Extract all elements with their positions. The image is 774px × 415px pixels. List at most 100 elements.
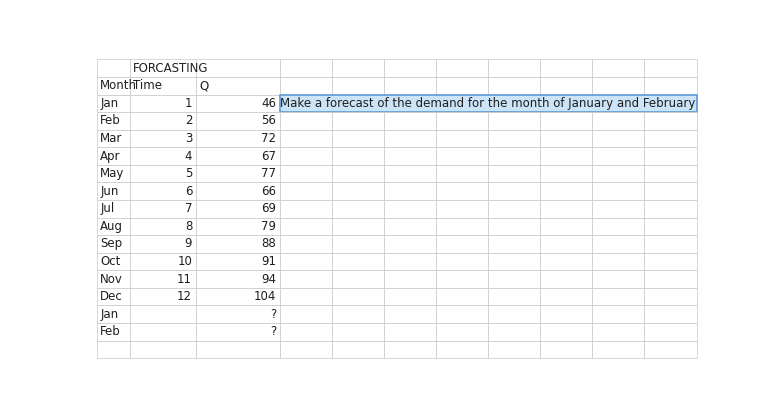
Bar: [540, 270, 592, 288]
Bar: [97, 183, 130, 200]
Bar: [196, 147, 279, 165]
Bar: [436, 77, 488, 95]
Bar: [645, 147, 697, 165]
Bar: [332, 235, 384, 253]
Bar: [592, 130, 645, 147]
Bar: [130, 130, 196, 147]
Bar: [540, 130, 592, 147]
Bar: [436, 112, 488, 130]
Bar: [130, 165, 196, 183]
Bar: [436, 200, 488, 217]
Bar: [130, 341, 196, 358]
Text: 46: 46: [261, 97, 276, 110]
Bar: [488, 235, 540, 253]
Bar: [488, 130, 540, 147]
Bar: [592, 165, 645, 183]
Text: 69: 69: [261, 202, 276, 215]
Text: Q: Q: [200, 79, 208, 92]
Bar: [645, 112, 697, 130]
Bar: [279, 270, 332, 288]
Bar: [592, 217, 645, 235]
Text: 2: 2: [185, 115, 192, 127]
Bar: [488, 323, 540, 341]
Bar: [488, 183, 540, 200]
Bar: [332, 217, 384, 235]
Bar: [592, 253, 645, 270]
Text: Jun: Jun: [101, 185, 118, 198]
Bar: [97, 77, 130, 95]
Bar: [279, 59, 332, 77]
Bar: [384, 341, 436, 358]
Bar: [130, 112, 196, 130]
Bar: [384, 59, 436, 77]
Bar: [592, 112, 645, 130]
Bar: [332, 288, 384, 305]
Bar: [97, 147, 130, 165]
Bar: [196, 288, 279, 305]
Bar: [384, 288, 436, 305]
Bar: [645, 341, 697, 358]
Bar: [279, 130, 332, 147]
Bar: [436, 253, 488, 270]
Bar: [645, 165, 697, 183]
Bar: [97, 200, 130, 217]
Bar: [488, 253, 540, 270]
Text: 77: 77: [261, 167, 276, 180]
Bar: [436, 288, 488, 305]
Bar: [279, 341, 332, 358]
Bar: [279, 253, 332, 270]
Bar: [645, 77, 697, 95]
Bar: [384, 305, 436, 323]
Bar: [488, 59, 540, 77]
Bar: [332, 200, 384, 217]
Bar: [130, 288, 196, 305]
Bar: [332, 253, 384, 270]
Bar: [279, 147, 332, 165]
Text: FORCASTING: FORCASTING: [133, 62, 209, 75]
Bar: [196, 253, 279, 270]
Bar: [592, 341, 645, 358]
Text: Jul: Jul: [101, 202, 115, 215]
Bar: [130, 77, 196, 95]
Text: 91: 91: [261, 255, 276, 268]
Bar: [540, 183, 592, 200]
Bar: [196, 183, 279, 200]
Bar: [645, 253, 697, 270]
Bar: [384, 130, 436, 147]
Text: 104: 104: [254, 290, 276, 303]
Text: Jan: Jan: [101, 308, 118, 321]
Bar: [645, 59, 697, 77]
Bar: [540, 59, 592, 77]
Bar: [488, 147, 540, 165]
Bar: [436, 130, 488, 147]
Bar: [279, 235, 332, 253]
Bar: [97, 59, 130, 77]
Bar: [592, 270, 645, 288]
Bar: [196, 235, 279, 253]
Bar: [645, 288, 697, 305]
Text: 4: 4: [185, 149, 192, 163]
Bar: [332, 165, 384, 183]
Bar: [488, 305, 540, 323]
Bar: [436, 305, 488, 323]
Text: 11: 11: [177, 273, 192, 286]
Bar: [279, 165, 332, 183]
Bar: [332, 59, 384, 77]
Text: 79: 79: [261, 220, 276, 233]
Bar: [130, 147, 196, 165]
Bar: [97, 112, 130, 130]
Bar: [196, 59, 279, 77]
Text: May: May: [101, 167, 125, 180]
Bar: [97, 95, 130, 112]
Bar: [196, 341, 279, 358]
Text: 9: 9: [185, 237, 192, 250]
Text: Dec: Dec: [101, 290, 123, 303]
Bar: [540, 200, 592, 217]
Bar: [384, 235, 436, 253]
Bar: [332, 77, 384, 95]
Text: Make a forecast of the demand for the month of January and February: Make a forecast of the demand for the mo…: [280, 97, 696, 110]
Bar: [592, 200, 645, 217]
Bar: [645, 217, 697, 235]
Bar: [97, 305, 130, 323]
Bar: [488, 217, 540, 235]
